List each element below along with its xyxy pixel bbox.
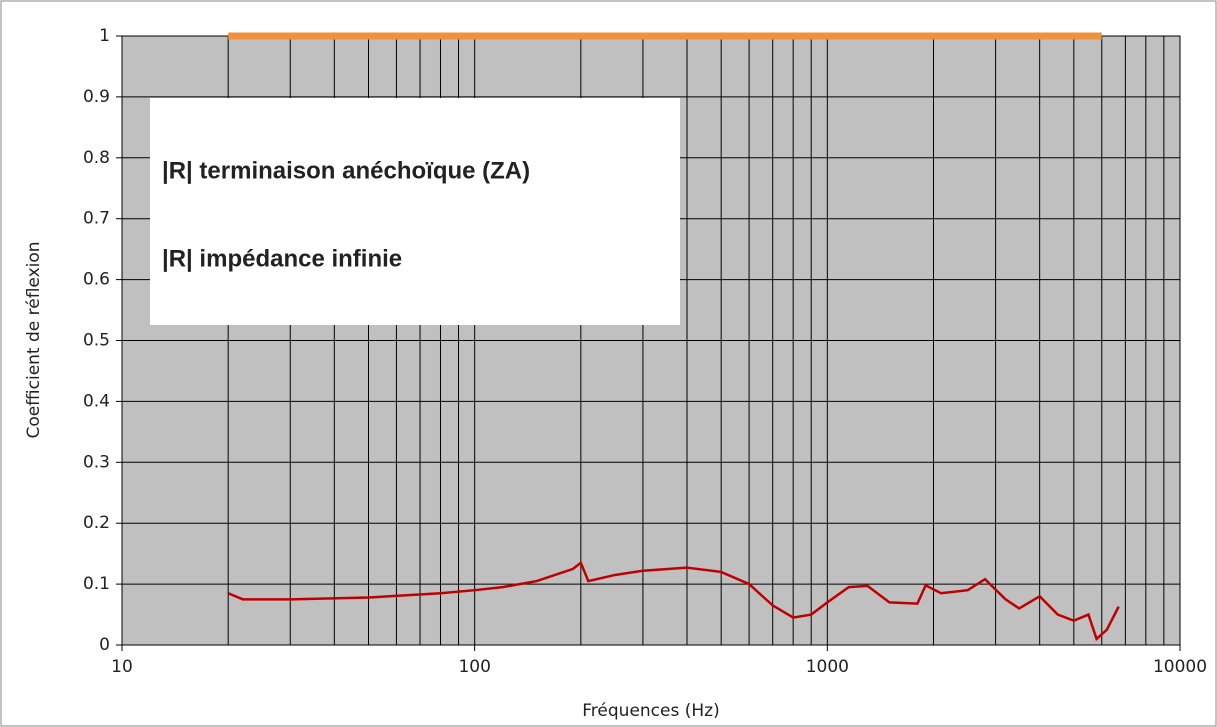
series-line bbox=[227, 560, 1120, 642]
y-tick-label: 0.6 bbox=[83, 270, 110, 290]
y-tick-label: 0.5 bbox=[83, 331, 110, 351]
legend-box bbox=[150, 98, 680, 325]
y-tick-label: 0.1 bbox=[83, 574, 110, 594]
y-tick-label: 0.8 bbox=[83, 148, 110, 168]
y-tick-label: 0.9 bbox=[83, 87, 110, 107]
x-tick-label: 100 bbox=[458, 657, 490, 677]
y-tick-label: 0.4 bbox=[83, 391, 110, 411]
x-tick-label: 10000 bbox=[1153, 657, 1207, 677]
x-tick-label: 1000 bbox=[806, 657, 849, 677]
x-tick-label: 10 bbox=[111, 657, 133, 677]
y-tick-label: 1 bbox=[99, 26, 110, 46]
y-axis-label: Coefficient de réflexion bbox=[24, 241, 44, 438]
y-tick-label: 0.7 bbox=[83, 209, 110, 229]
legend-label: |R| impédance infinie bbox=[162, 245, 402, 272]
legend-label: |R| terminaison anéchoïque (ZA) bbox=[162, 157, 530, 184]
y-tick-label: 0.2 bbox=[83, 513, 110, 533]
y-tick-label: 0.3 bbox=[83, 452, 110, 472]
y-tick-label: 0 bbox=[99, 635, 110, 655]
x-axis-label: Fréquences (Hz) bbox=[582, 701, 719, 721]
